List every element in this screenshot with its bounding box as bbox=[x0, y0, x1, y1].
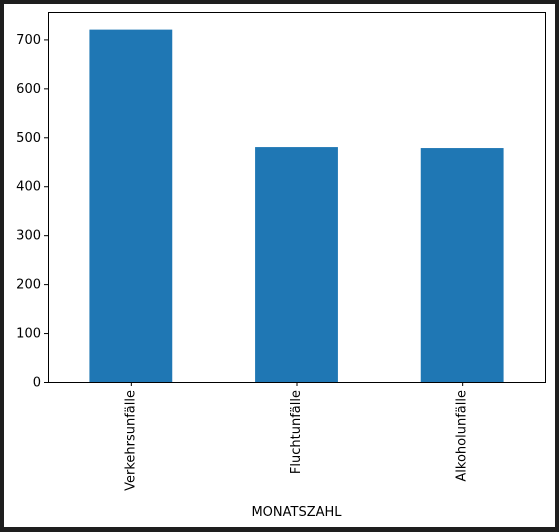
x-tick-label: Verkehrsunfälle bbox=[123, 390, 138, 491]
bar-2 bbox=[255, 147, 338, 382]
bar-1 bbox=[89, 29, 173, 382]
y-axis: 0 100 200 300 400 500 600 700 bbox=[16, 33, 48, 391]
y-tick-label: 100 bbox=[16, 327, 41, 342]
bar-3 bbox=[420, 148, 504, 382]
y-tick-label: 600 bbox=[16, 82, 41, 97]
bar-chart: 0 100 200 300 400 500 600 700 Verkehrsunfälle Fl… bbox=[16, 12, 546, 520]
x-axis: Verkehrsunfälle Fluchtunfälle Alkoholunfäl… bbox=[123, 382, 470, 491]
y-tick-label: 500 bbox=[16, 131, 41, 146]
x-tick-label: Alkoholunfälle bbox=[455, 390, 470, 482]
plot-area-frame bbox=[48, 12, 546, 383]
x-tick-label: Fluchtunfälle bbox=[289, 390, 304, 474]
y-tick-label: 400 bbox=[16, 180, 41, 195]
y-tick-label: 200 bbox=[16, 278, 41, 293]
bars-group bbox=[89, 29, 504, 382]
y-tick-label: 700 bbox=[16, 33, 41, 48]
x-axis-label: MONATSZAHL bbox=[251, 505, 342, 520]
figure-canvas: 0 100 200 300 400 500 600 700 Verkehrsunfälle Fl… bbox=[4, 4, 555, 527]
y-tick-label: 0 bbox=[33, 376, 41, 391]
y-tick-label: 300 bbox=[16, 229, 41, 244]
